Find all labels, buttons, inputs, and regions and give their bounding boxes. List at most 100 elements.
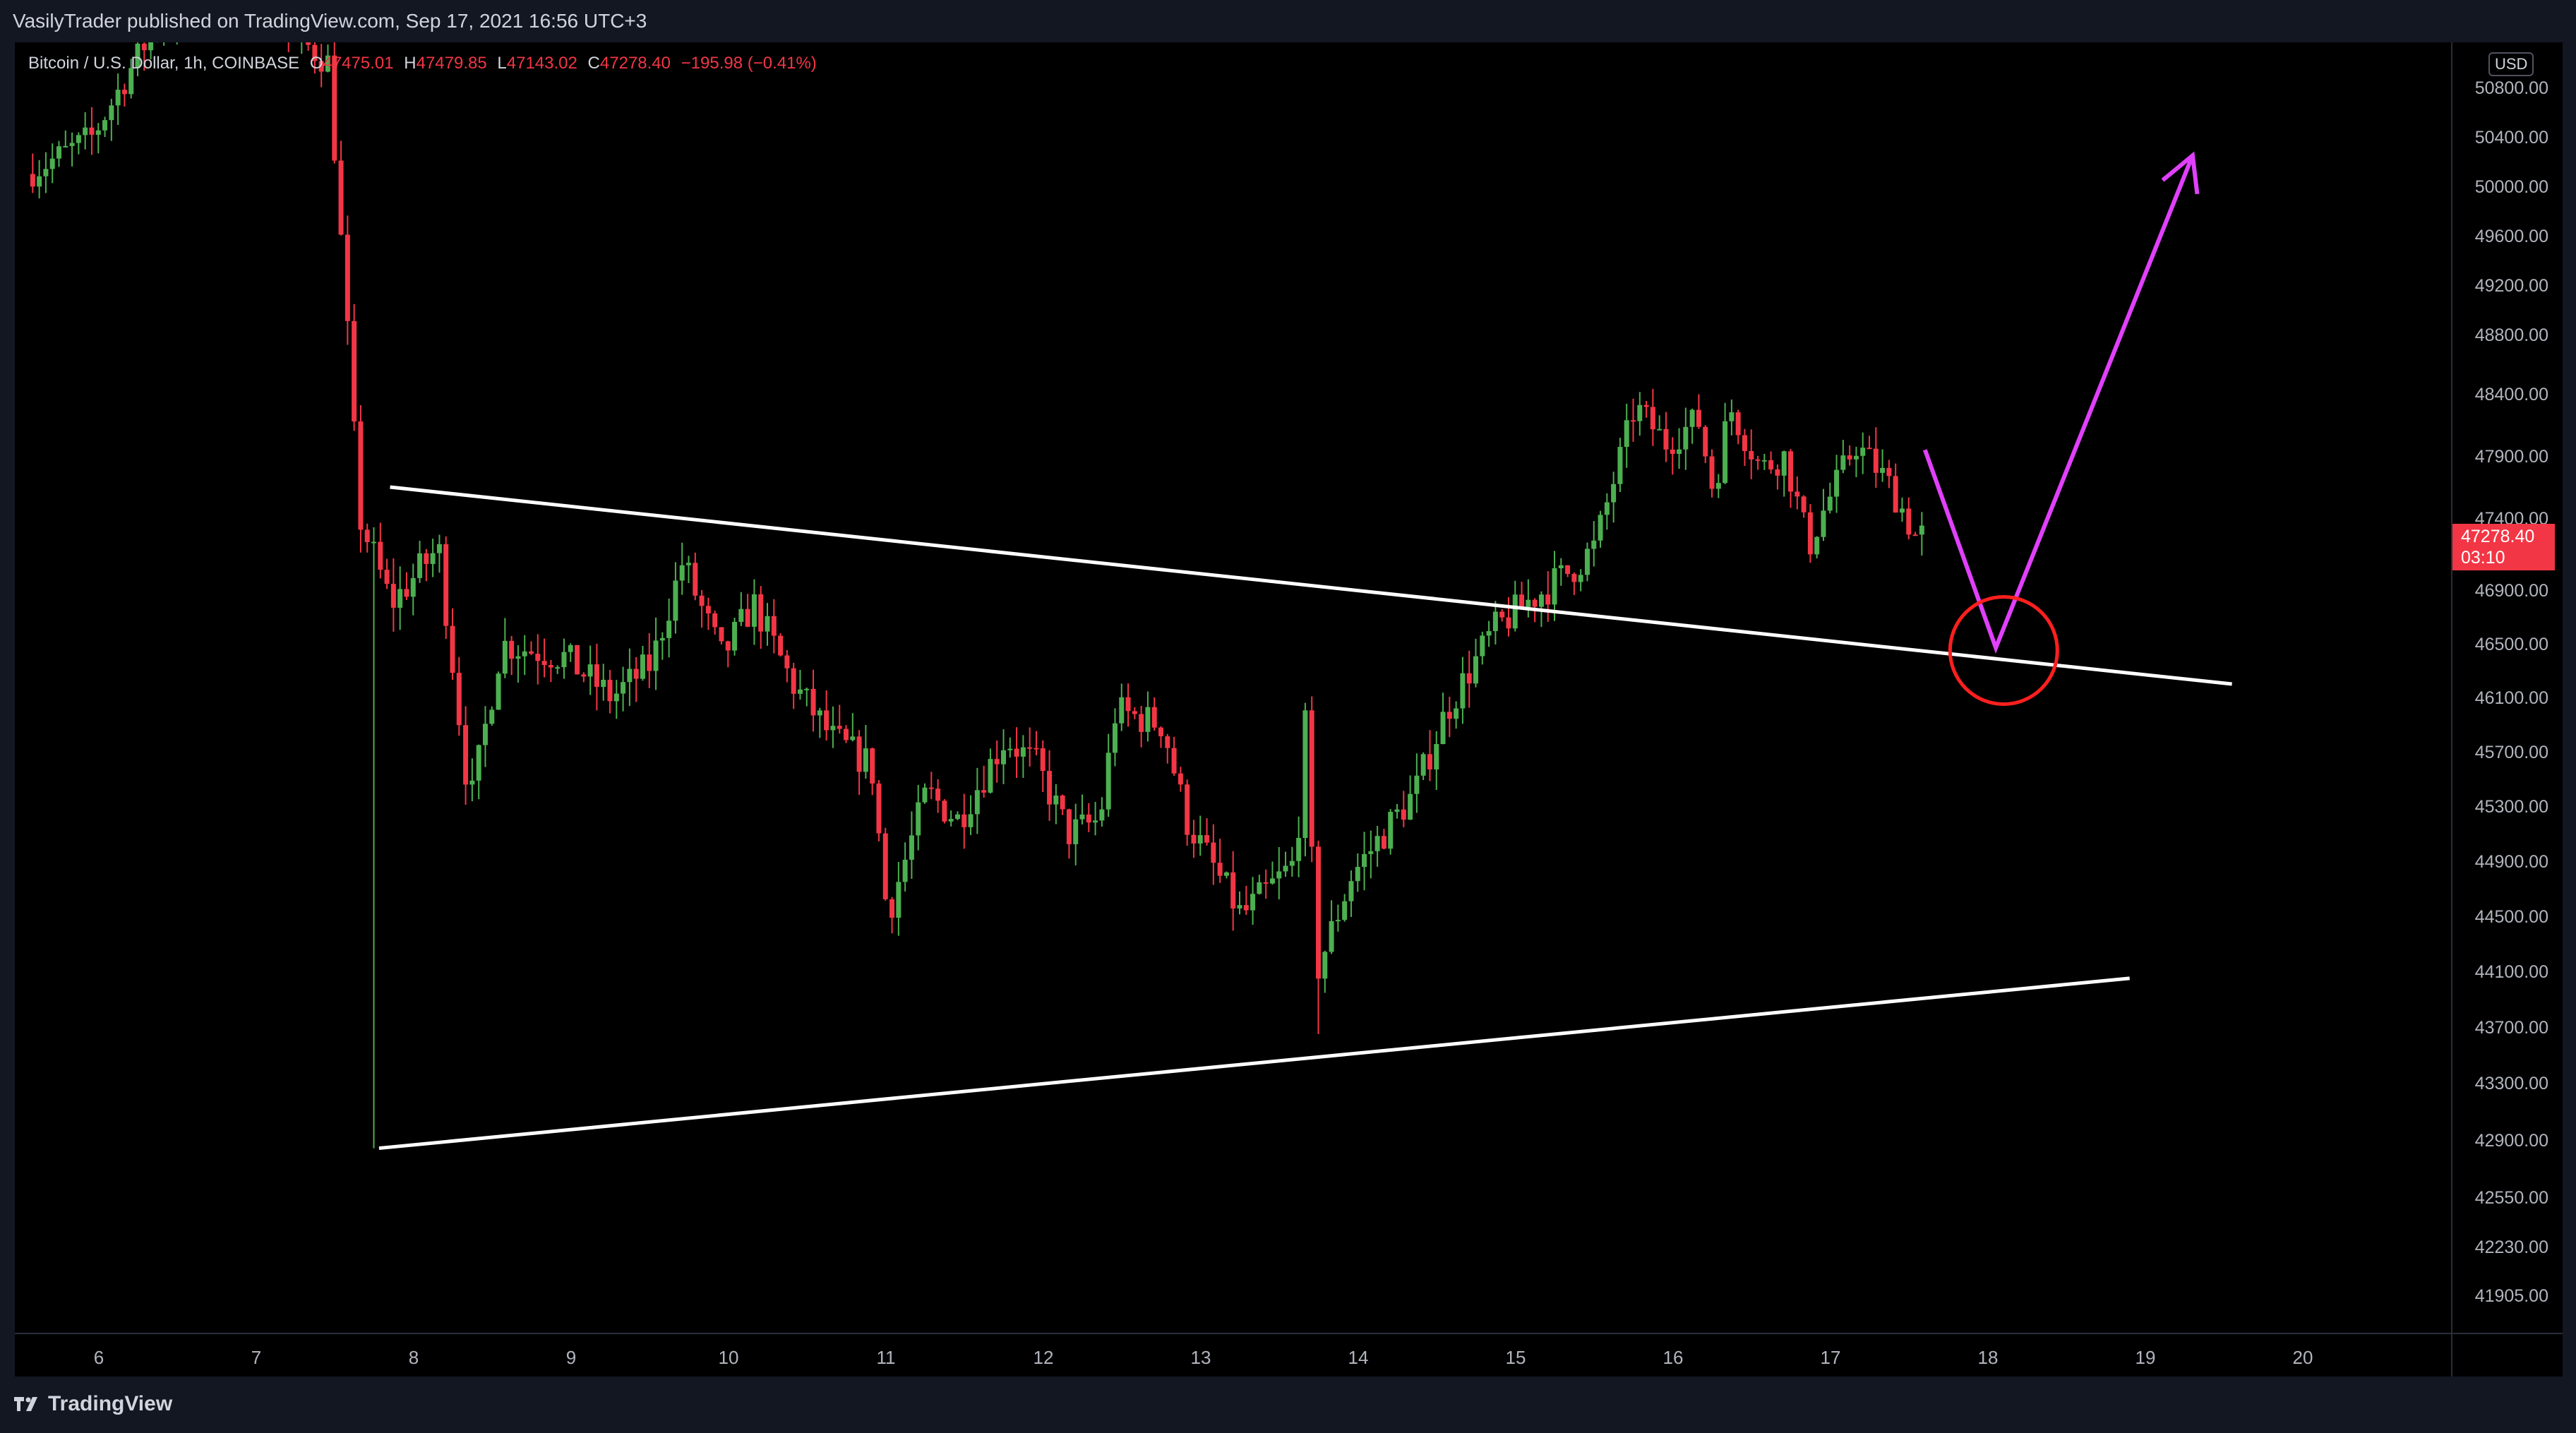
price-axis-labels: 50800.00 50400.00 50000.00 49600.00 49200.00…: [2475, 78, 2548, 1306]
candle-down: [443, 536, 449, 640]
candle-down: [1217, 839, 1223, 883]
candle-up: [489, 706, 495, 726]
candle-body: [384, 570, 390, 584]
time-tick-label: 17: [1821, 1347, 1841, 1368]
candle-up: [83, 112, 88, 150]
candle-body: [397, 589, 403, 608]
candle-down: [463, 706, 469, 805]
candle-up: [1388, 809, 1394, 855]
candle-down: [1545, 571, 1551, 623]
candle-body: [1571, 573, 1577, 582]
candle-body: [607, 679, 613, 702]
candle-up: [817, 707, 822, 738]
candle-body: [1814, 536, 1820, 555]
symbol-name[interactable]: Bitcoin / U.S. Dollar, 1h, COINBASE: [28, 54, 300, 73]
candle-body: [482, 724, 488, 745]
candle-body: [561, 652, 567, 668]
candle-up: [482, 706, 488, 767]
candle-down: [1499, 609, 1505, 622]
candle-up: [476, 744, 481, 800]
candle-up: [621, 666, 626, 712]
candle-body: [1119, 697, 1125, 724]
candle-down: [1847, 445, 1852, 466]
candle-up: [568, 643, 573, 662]
candle-up: [666, 598, 672, 658]
candle-down: [1171, 736, 1177, 777]
low-label: L: [497, 54, 507, 73]
candle-up: [1860, 432, 1866, 474]
candle-body: [889, 899, 895, 918]
candle-body: [1401, 809, 1406, 820]
candle-body: [1348, 881, 1354, 901]
change-value: −195.98 (−0.41%): [681, 54, 817, 73]
candle-body: [621, 682, 626, 694]
candle-body: [1492, 611, 1498, 632]
candle-body: [306, 42, 311, 45]
candle-down: [1230, 851, 1236, 931]
candle-body: [1598, 515, 1603, 541]
currency-badge[interactable]: USD: [2488, 52, 2534, 76]
time-axis[interactable]: 6 7 8 9 10 11 12 13 14 15 16 17 18 19 20: [15, 1333, 2451, 1378]
candle-body: [1257, 882, 1262, 894]
candle-up: [555, 665, 561, 674]
candle-body: [1197, 835, 1203, 844]
candle-up: [1526, 579, 1531, 618]
candle-body: [1801, 496, 1807, 512]
candle-body: [502, 640, 508, 674]
candle-body: [1151, 707, 1157, 728]
price-chart[interactable]: [15, 42, 2451, 1333]
candle-up: [587, 645, 593, 695]
candle-up: [1276, 846, 1282, 900]
candle-body: [758, 594, 764, 632]
candle-body: [587, 664, 593, 677]
candle-up: [1414, 753, 1420, 813]
candle-body: [916, 802, 921, 836]
candle-body: [1362, 853, 1367, 868]
candle-up: [968, 795, 974, 835]
candle-body: [141, 43, 147, 51]
candle-up: [417, 541, 423, 583]
candle-up: [830, 706, 836, 748]
candle-body: [994, 759, 1000, 765]
price-axis[interactable]: 50800.00 50400.00 50000.00 49600.00 49200.00…: [2451, 42, 2563, 1333]
chart-area[interactable]: [15, 42, 2451, 1333]
candle-body: [1263, 882, 1269, 884]
candle-body: [1191, 834, 1197, 844]
candle-body: [378, 541, 383, 570]
candle-body: [633, 668, 639, 679]
time-tick-label: 15: [1506, 1347, 1526, 1368]
time-tick-label: 20: [2293, 1347, 2313, 1368]
candle-up: [1880, 449, 1886, 482]
candle-down: [1034, 731, 1039, 755]
candle-body: [364, 529, 370, 542]
price-tick-label: 50400.00: [2475, 128, 2548, 148]
candle-body: [594, 664, 599, 688]
candle-body: [128, 68, 134, 95]
candle-up: [863, 724, 868, 779]
candle-body: [1538, 594, 1544, 607]
candle-body: [981, 790, 987, 793]
candle-body: [69, 143, 75, 146]
candle-body: [1499, 611, 1505, 618]
candle-up: [1093, 802, 1098, 836]
publisher-line: VasilyTrader published on TradingView.co…: [13, 10, 647, 32]
candle-body: [1283, 865, 1288, 872]
candle-body: [63, 145, 68, 148]
candle-up: [109, 99, 114, 141]
candle-body: [1834, 469, 1840, 497]
candle-up: [102, 116, 108, 138]
candle-down: [424, 548, 429, 582]
tradingview-brand[interactable]: TradingView: [14, 1392, 172, 1416]
candle-up: [1335, 904, 1341, 932]
candle-body: [725, 641, 731, 651]
candle-body: [1860, 448, 1866, 456]
candle-body: [765, 616, 770, 632]
candle-down: [1506, 596, 1511, 637]
candle-body: [1204, 835, 1210, 843]
time-tick-label: 8: [409, 1347, 419, 1368]
candle-body: [1296, 838, 1302, 861]
candle-body: [1440, 712, 1446, 745]
candle-down: [287, 42, 289, 52]
candle-body: [1053, 795, 1059, 805]
time-tick-label: 16: [1663, 1347, 1684, 1368]
